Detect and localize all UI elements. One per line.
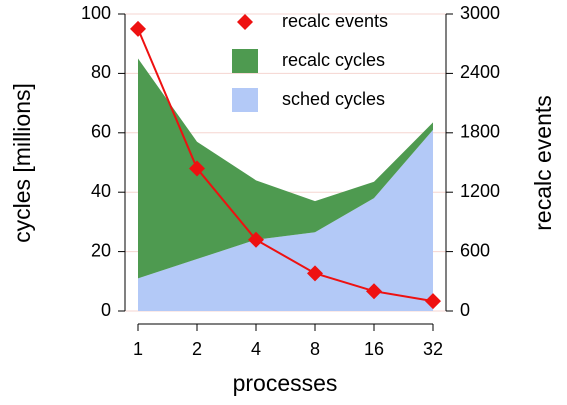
legend-label: recalc events xyxy=(282,11,388,31)
y2-tick-label: 0 xyxy=(460,300,470,320)
legend-label: recalc cycles xyxy=(282,50,385,70)
marker xyxy=(189,160,205,177)
line xyxy=(137,28,434,303)
x-tick-label: 32 xyxy=(423,339,443,359)
y2-tick-label: 600 xyxy=(460,240,490,260)
y-tick-label: 40 xyxy=(91,181,111,201)
legend-marker xyxy=(237,14,253,30)
area xyxy=(138,58,433,279)
marker xyxy=(366,283,382,300)
x-tick-label: 1 xyxy=(133,339,143,359)
y-tick-label: 60 xyxy=(91,122,111,142)
x-tick-label: 4 xyxy=(251,339,261,359)
legend-swatch xyxy=(232,49,258,73)
marker xyxy=(248,231,264,248)
y-tick-label: 0 xyxy=(101,300,111,320)
marker xyxy=(307,265,323,282)
x-tick-label: 2 xyxy=(192,339,202,359)
y2-axis-title: recalc events xyxy=(530,95,556,231)
marker xyxy=(425,293,441,310)
y2-tick-label: 3000 xyxy=(460,3,500,23)
y-tick-label: 20 xyxy=(91,240,111,260)
y-axis-title: cycles [millions] xyxy=(9,83,35,243)
marker xyxy=(130,20,146,37)
x-axis-title: processes xyxy=(233,370,338,396)
area xyxy=(138,129,433,311)
x-tick-label: 8 xyxy=(310,339,320,359)
y-tick-label: 100 xyxy=(81,3,111,23)
legend-swatch xyxy=(232,88,258,112)
y2-tick-label: 1800 xyxy=(460,122,500,142)
y-tick-label: 80 xyxy=(91,62,111,82)
y2-tick-label: 2400 xyxy=(460,62,500,82)
x-tick-label: 16 xyxy=(364,339,384,359)
legend-label: sched cycles xyxy=(282,89,385,109)
y2-tick-label: 1200 xyxy=(460,181,500,201)
